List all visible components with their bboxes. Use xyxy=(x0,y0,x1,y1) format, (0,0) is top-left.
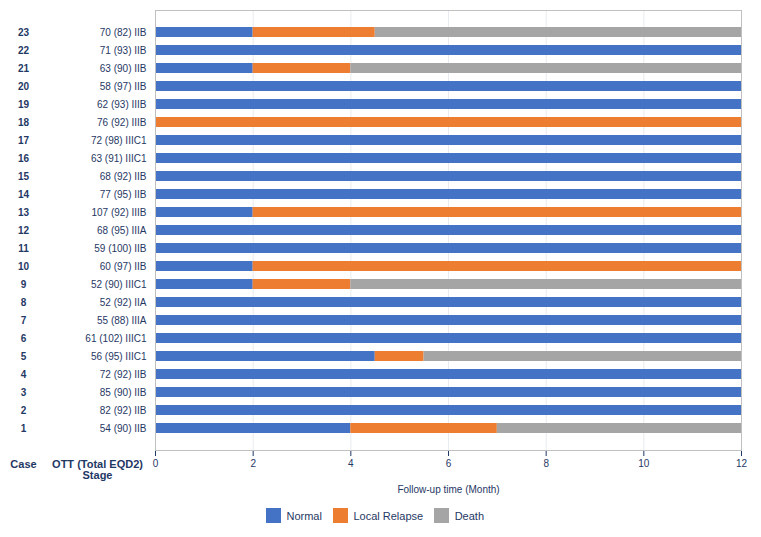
svg-text:2: 2 xyxy=(21,405,27,416)
svg-text:60 (97) IIB: 60 (97) IIB xyxy=(100,261,147,272)
svg-text:8: 8 xyxy=(21,297,27,308)
svg-text:52 (90) IIIC1: 52 (90) IIIC1 xyxy=(91,279,147,290)
svg-text:Follow-up time (Month): Follow-up time (Month) xyxy=(397,484,499,495)
svg-text:19: 19 xyxy=(18,99,30,110)
svg-text:59 (100) IIB: 59 (100) IIB xyxy=(94,243,147,254)
svg-text:56 (95) IIIC1: 56 (95) IIIC1 xyxy=(91,351,147,362)
svg-text:6: 6 xyxy=(446,458,452,469)
svg-text:61 (102) IIIC1: 61 (102) IIIC1 xyxy=(85,333,147,344)
svg-text:13: 13 xyxy=(18,207,30,218)
svg-text:17: 17 xyxy=(18,135,30,146)
svg-text:62 (93) IIIB: 62 (93) IIIB xyxy=(97,99,147,110)
svg-text:71 (93) IIB: 71 (93) IIB xyxy=(100,45,147,56)
svg-text:4: 4 xyxy=(21,369,27,380)
svg-text:76 (92) IIIB: 76 (92) IIIB xyxy=(97,117,147,128)
svg-text:5: 5 xyxy=(21,351,27,362)
svg-text:12: 12 xyxy=(736,458,748,469)
svg-text:Case: Case xyxy=(10,458,36,470)
html-text:Normal: Normal xyxy=(286,509,322,522)
svg-text:58 (97) IIB: 58 (97) IIB xyxy=(100,81,147,92)
svg-text:23: 23 xyxy=(18,27,30,38)
svg-text:8: 8 xyxy=(543,458,549,469)
svg-text:54 (90) IIB: 54 (90) IIB xyxy=(100,423,147,434)
svg-text:9: 9 xyxy=(21,279,27,290)
svg-text:77 (95) IIB: 77 (95) IIB xyxy=(100,189,147,200)
svg-text:OTT (Total EQD2)Stage: OTT (Total EQD2)Stage xyxy=(52,458,143,481)
svg-text:1: 1 xyxy=(21,423,27,434)
svg-text:72 (92) IIB: 72 (92) IIB xyxy=(100,369,147,380)
svg-text:21: 21 xyxy=(18,63,30,74)
svg-text:10: 10 xyxy=(18,261,30,272)
svg-text:6: 6 xyxy=(21,333,27,344)
svg-text:0: 0 xyxy=(153,458,159,469)
svg-text:68 (95) IIIA: 68 (95) IIIA xyxy=(97,225,147,236)
svg-text:15: 15 xyxy=(18,171,30,182)
svg-text:63 (91) IIIC1: 63 (91) IIIC1 xyxy=(91,153,147,164)
svg-text:16: 16 xyxy=(18,153,30,164)
svg-text:20: 20 xyxy=(18,81,30,92)
svg-text:7: 7 xyxy=(21,315,27,326)
svg-text:107 (92) IIIB: 107 (92) IIIB xyxy=(91,207,146,218)
svg-text:12: 12 xyxy=(18,225,30,236)
svg-text:18: 18 xyxy=(18,117,30,128)
svg-text:68 (92) IIB: 68 (92) IIB xyxy=(100,171,147,182)
svg-text:70 (82) IIB: 70 (82) IIB xyxy=(100,27,147,38)
svg-text:22: 22 xyxy=(18,45,30,56)
svg-text:4: 4 xyxy=(348,458,354,469)
svg-text:82 (92) IIB: 82 (92) IIB xyxy=(100,405,147,416)
svg-text:14: 14 xyxy=(18,189,30,200)
svg-text:85 (90) IIB: 85 (90) IIB xyxy=(100,387,147,398)
html-text:Death: Death xyxy=(454,509,484,522)
svg-text:3: 3 xyxy=(21,387,27,398)
svg-text:63 (90) IIB: 63 (90) IIB xyxy=(100,63,147,74)
svg-text:55 (88) IIIA: 55 (88) IIIA xyxy=(97,315,147,326)
svg-text:11: 11 xyxy=(18,243,29,254)
svg-text:10: 10 xyxy=(638,458,650,469)
svg-text:72 (98) IIIC1: 72 (98) IIIC1 xyxy=(91,135,147,146)
html-text:Local Relapse: Local Relapse xyxy=(353,509,424,522)
svg-text:2: 2 xyxy=(250,458,256,469)
svg-text:52 (92) IIA: 52 (92) IIA xyxy=(100,297,147,308)
